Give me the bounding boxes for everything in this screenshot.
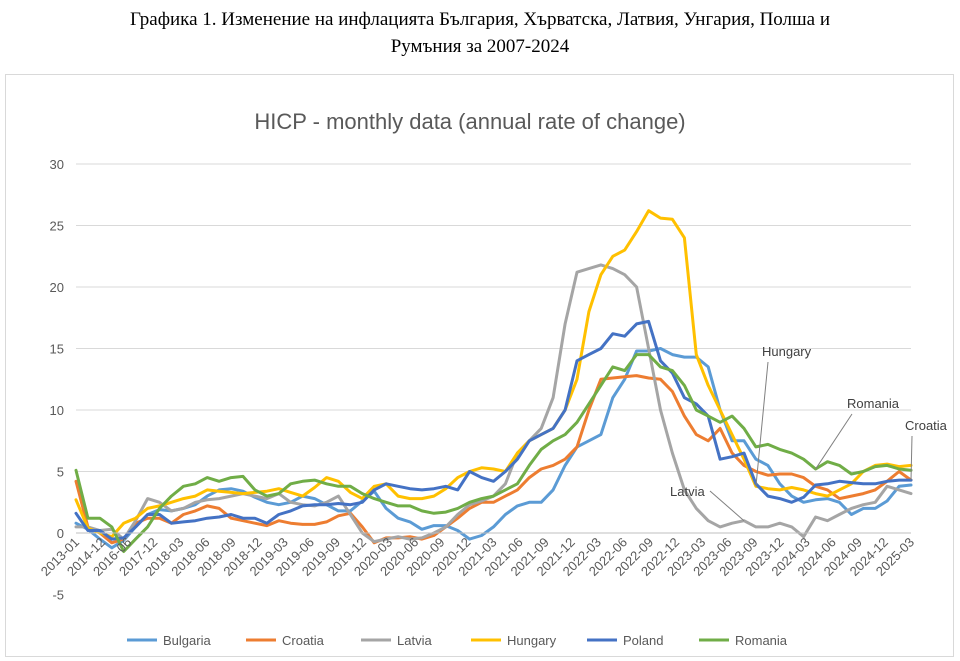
series-layer	[74, 209, 913, 553]
y-tick-label: -5	[52, 588, 64, 603]
annotation-leader-latvia	[709, 490, 745, 522]
series-line-croatia	[74, 374, 913, 545]
legend-label-bulgaria: Bulgaria	[163, 633, 211, 648]
legend-label-croatia: Croatia	[282, 633, 325, 648]
legend-label-poland: Poland	[623, 633, 663, 648]
grid-layer	[76, 163, 911, 472]
y-tick-label: 30	[50, 157, 64, 172]
legend-label-latvia: Latvia	[397, 633, 432, 648]
y-tick-label: 0	[57, 526, 64, 541]
y-tick-label: 25	[50, 219, 64, 234]
figure-caption-line1: Графика 1. Изменение на инфлацията Бълга…	[129, 9, 831, 30]
legend: Bulgaria Croatia Latvia Hungary Poland Romani…	[127, 633, 788, 648]
series-line-poland	[74, 319, 913, 541]
annotation-label-romania: Romania	[847, 396, 900, 411]
y-tick-label: 10	[50, 403, 64, 418]
annotation-label-hungary: Hungary	[762, 344, 812, 359]
series-line-hungary	[74, 209, 913, 539]
annotation-leader-romania	[815, 413, 853, 470]
figure-caption: Графика 1. Изменение на инфлацията Бълга…	[0, 6, 960, 60]
series-line-bulgaria	[74, 347, 913, 550]
chart-frame	[5, 74, 954, 657]
annotation-leader-croatia	[910, 435, 913, 481]
annotation-label-croatia: Croatia	[905, 418, 948, 433]
legend-label-romania: Romania	[735, 633, 788, 648]
figure-caption-line2: Румъния за 2007-2024	[390, 36, 570, 57]
legend-label-hungary: Hungary	[507, 633, 557, 648]
y-tick-label: 5	[57, 465, 64, 480]
y-tick-label: 15	[50, 342, 64, 357]
annotation-leader-hungary	[755, 361, 769, 487]
annotation-layer: Hungary Romania Croatia Latvia	[670, 344, 948, 522]
annotation-label-latvia: Latvia	[670, 484, 705, 499]
series-line-romania	[74, 353, 913, 553]
chart-title: HICP - monthly data (annual rate of chan…	[254, 109, 685, 134]
y-tick-label: 20	[50, 280, 64, 295]
